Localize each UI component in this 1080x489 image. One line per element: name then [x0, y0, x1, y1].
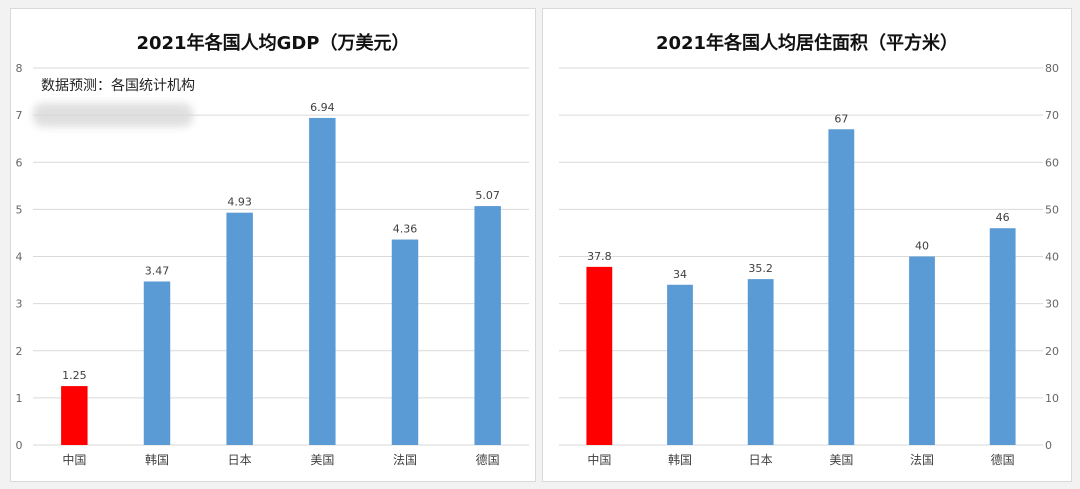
- chart-1-ytick-label: 10: [1045, 392, 1059, 405]
- chart-1-category-label: 中国: [587, 452, 611, 467]
- chart-1-data-label: 67: [834, 112, 848, 125]
- chart-1-ytick-label: 50: [1045, 203, 1059, 216]
- chart-0-data-label: 6.94: [310, 101, 335, 114]
- living-area-chart: 0 10 20 30 40 50 60 70 80 37.8 中国 34 韩国 35.2 日本 67 美国 40 法…: [559, 62, 1059, 467]
- living-area-chart-title: 2021年各国人均居住面积（平方米）: [655, 33, 959, 54]
- gdp-chart-panel: 0 1 2 3 4 5 6 7 8 1.25 中国 3.47 韩国 4.93 日本 6.94 美国 4.36 法国 5…: [10, 8, 536, 482]
- data-source-note: 数据预测：各国统计机构: [41, 78, 195, 94]
- chart-1-ytick-label: 20: [1045, 345, 1059, 358]
- chart-0-bar: [226, 212, 253, 445]
- chart-1-data-label: 40: [915, 240, 929, 253]
- chart-1-data-label: 46: [996, 211, 1010, 224]
- chart-1-category-label: 韩国: [668, 452, 692, 467]
- chart-1-ytick-label: 30: [1045, 298, 1059, 311]
- chart-1-category-label: 德国: [991, 452, 1015, 467]
- chart-0-category-label: 德国: [476, 452, 500, 467]
- chart-0-ytick-label: 7: [16, 109, 23, 122]
- chart-0-data-label: 3.47: [145, 264, 170, 277]
- chart-1-ytick-label: 70: [1045, 109, 1059, 122]
- living-area-chart-panel: 0 10 20 30 40 50 60 70 80 37.8 中国 34 韩国 35.2 日本 67 美国 40 法…: [542, 8, 1072, 482]
- chart-0-ytick-label: 5: [16, 203, 23, 216]
- chart-0-ytick-label: 4: [16, 251, 23, 264]
- gdp-chart: 0 1 2 3 4 5 6 7 8 1.25 中国 3.47 韩国 4.93 日本 6.94 美国 4.36 法国 5…: [16, 62, 529, 467]
- chart-0-ytick-label: 8: [16, 62, 23, 75]
- chart-0-category-label: 美国: [310, 453, 334, 467]
- chart-1-bar: [828, 129, 855, 445]
- chart-1-bar: [989, 228, 1016, 445]
- chart-0-ytick-label: 2: [16, 345, 23, 358]
- chart-1-data-label: 37.8: [587, 250, 612, 263]
- chart-0-bar: [309, 117, 336, 445]
- chart-1-bar: [909, 256, 935, 445]
- chart-0-ytick-label: 0: [16, 439, 23, 452]
- chart-1-data-label: 35.2: [748, 262, 773, 275]
- chart-1-bar: [586, 266, 613, 445]
- chart-0-category-label: 中国: [62, 452, 86, 467]
- blurred-watermark: [33, 103, 193, 127]
- chart-0-ytick-label: 1: [16, 392, 23, 405]
- chart-0-category-label: 日本: [228, 453, 252, 467]
- chart-0-bar: [61, 386, 88, 445]
- chart-0-category-label: 法国: [393, 453, 417, 467]
- chart-1-bar: [747, 279, 774, 445]
- chart-0-category-label: 韩国: [145, 452, 169, 467]
- chart-1-category-label: 美国: [829, 453, 853, 467]
- chart-1-ytick-label: 60: [1045, 156, 1059, 169]
- chart-0-ytick-label: 6: [16, 156, 23, 169]
- chart-0-bar: [391, 239, 419, 445]
- chart-0-data-label: 1.25: [62, 369, 87, 382]
- chart-1-ytick-label: 40: [1045, 251, 1059, 264]
- chart-0-data-label: 4.93: [227, 196, 252, 209]
- chart-1-category-label: 日本: [749, 453, 773, 467]
- chart-1-category-label: 法国: [910, 453, 934, 467]
- chart-0-bar: [474, 206, 501, 445]
- chart-0-bar: [143, 281, 171, 445]
- chart-0-data-label: 4.36: [393, 223, 418, 236]
- chart-0-ytick-label: 3: [16, 298, 23, 311]
- gdp-chart-title: 2021年各国人均GDP（万美元）: [136, 33, 410, 54]
- chart-1-bar: [667, 284, 693, 445]
- chart-1-ytick-label: 0: [1045, 439, 1052, 452]
- chart-1-data-label: 34: [673, 268, 687, 281]
- chart-0-data-label: 5.07: [475, 189, 500, 202]
- chart-1-ytick-label: 80: [1045, 62, 1059, 75]
